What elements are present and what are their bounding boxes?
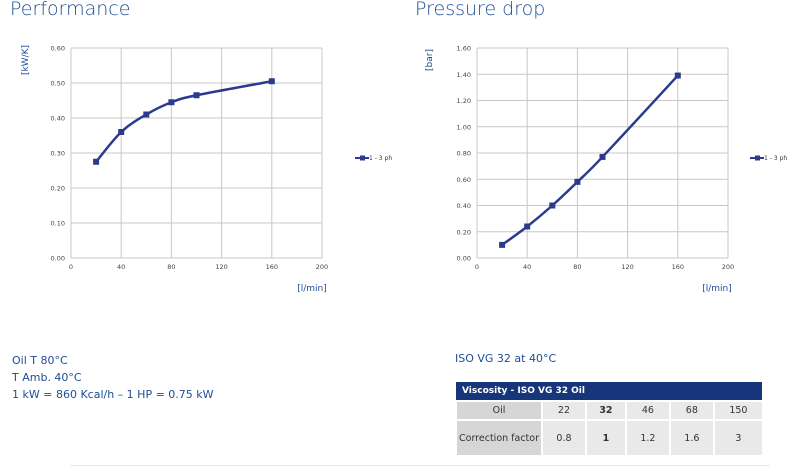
note-oil-temp: Oil T 80°C (12, 354, 68, 367)
y-tick-label: 0.00 (457, 255, 471, 263)
y-tick-label: 0.20 (51, 185, 65, 193)
y-axis-label: [kW/K] (21, 45, 31, 75)
data-point (549, 202, 556, 209)
data-point (93, 158, 100, 165)
x-tick-label: 80 (167, 263, 175, 271)
performance-title: Performance (10, 0, 131, 20)
data-point (599, 153, 606, 160)
table-row: Correction factor 0.8 1 1.2 1.6 3 (455, 419, 762, 455)
pressure-drop-title: Pressure drop (415, 0, 546, 20)
y-tick-label: 0.60 (457, 176, 471, 184)
row-label-oil: Oil (455, 400, 542, 420)
data-point (168, 99, 175, 106)
y-tick-label: 1.20 (457, 97, 471, 105)
y-tick-label: 1.40 (457, 71, 471, 79)
data-point (574, 178, 581, 185)
x-tick-label: 0 (475, 263, 479, 271)
y-tick-label: 0.50 (51, 80, 65, 88)
x-tick-label: 80 (573, 263, 581, 271)
legend-swatch-marker (360, 155, 365, 161)
y-tick-label: 1.60 (457, 45, 471, 53)
table-cell: 22 (541, 400, 586, 420)
y-tick-label: 0.10 (51, 220, 65, 228)
x-tick-label: 120 (621, 263, 633, 271)
y-tick-label: 0.20 (457, 228, 471, 236)
x-tick-label: 160 (672, 263, 684, 271)
viscosity-table: Viscosity - ISO VG 32 Oil Oil 22 32 46 6… (455, 382, 762, 455)
table-cell: 68 (668, 400, 714, 420)
data-point (118, 129, 125, 135)
data-point (524, 223, 531, 230)
x-tick-label: 200 (316, 263, 328, 271)
x-tick-label: 40 (523, 263, 531, 271)
x-tick-label: 160 (266, 263, 278, 271)
y-tick-label: 1.00 (457, 123, 471, 131)
data-point (674, 72, 681, 79)
data-point (193, 92, 200, 99)
footer-divider (70, 465, 770, 466)
table-cell: 1.6 (668, 419, 714, 455)
table-cell: 1.2 (624, 419, 670, 455)
table-cell: 1 (584, 419, 626, 455)
y-tick-label: 0.30 (51, 150, 65, 158)
y-tick-label: 0.40 (457, 202, 471, 210)
y-tick-label: 0.40 (51, 115, 65, 123)
table-cell: 0.8 (541, 419, 586, 455)
table-row: Oil 22 32 46 68 150 (455, 400, 762, 420)
x-tick-label: 120 (215, 263, 227, 271)
x-axis-label: [l/min] (297, 284, 327, 294)
y-tick-label: 0.80 (457, 150, 471, 158)
iso-caption: ISO VG 32 at 40°C (455, 352, 557, 365)
x-tick-label: 0 (69, 263, 73, 271)
x-tick-label: 40 (117, 263, 125, 271)
performance-chart: 0 40 80 120 160 200 0.00 0.10 0.20 0.30 0.40 0.50 0.… (21, 45, 392, 295)
x-axis-label: [l/min] (702, 284, 732, 294)
pressure-drop-chart: 0 40 80 120 160 200 0.00 0.20 0.40 0.60 0.80 1.00 1.… (425, 45, 787, 295)
legend-label: 1 - 3 ph (369, 155, 392, 162)
table-cell: 46 (624, 400, 670, 420)
notes: Oil T 80°C T Amb. 40°C 1 kW = 860 Kcal/h… (12, 352, 214, 403)
y-tick-label: 0.60 (51, 45, 65, 53)
y-axis-label: [bar] (425, 49, 435, 71)
row-label-correction-factor: Correction factor (455, 419, 542, 455)
note-ambient-temp: T Amb. 40°C (12, 371, 82, 384)
data-point (499, 241, 506, 248)
viscosity-table-title: Viscosity - ISO VG 32 Oil (456, 382, 762, 401)
table-cell: 150 (712, 400, 762, 420)
legend-label: 1 - 3 ph (764, 155, 787, 162)
note-unit-conversion: 1 kW = 860 Kcal/h – 1 HP = 0.75 kW (12, 388, 214, 401)
data-point (268, 78, 275, 85)
legend-swatch-marker (755, 155, 760, 161)
x-tick-label: 200 (722, 263, 734, 271)
table-cell: 32 (584, 400, 626, 420)
data-point (143, 111, 150, 118)
table-cell: 3 (712, 419, 762, 455)
y-tick-label: 0.00 (51, 255, 65, 263)
